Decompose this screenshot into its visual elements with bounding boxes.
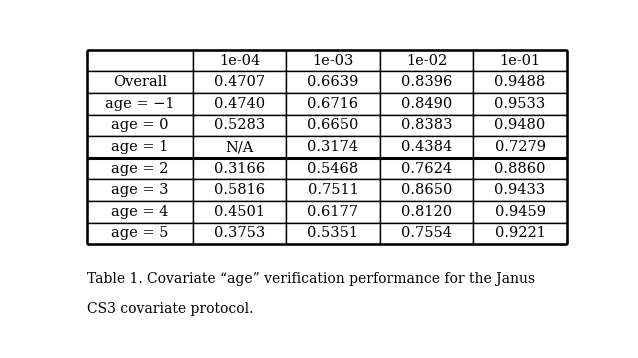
Bar <box>193 72 286 93</box>
Text: age = 4: age = 4 <box>111 205 168 219</box>
Bar <box>87 158 193 179</box>
Bar <box>87 115 193 136</box>
Bar <box>473 223 567 244</box>
Bar <box>473 179 567 201</box>
Bar <box>87 93 193 115</box>
Bar <box>380 115 473 136</box>
Bar <box>380 201 473 223</box>
Bar <box>286 158 380 179</box>
Text: age = 0: age = 0 <box>111 118 168 132</box>
Text: Overall: Overall <box>113 75 167 89</box>
Bar <box>380 158 473 179</box>
Text: 0.7279: 0.7279 <box>494 140 545 154</box>
Bar <box>473 93 567 115</box>
Bar <box>193 136 286 158</box>
Bar <box>87 223 193 244</box>
Bar <box>87 179 193 201</box>
Text: 0.9533: 0.9533 <box>494 97 545 111</box>
Bar <box>380 72 473 93</box>
Text: 1e-04: 1e-04 <box>219 54 260 68</box>
Bar <box>193 179 286 201</box>
Text: 0.4740: 0.4740 <box>214 97 265 111</box>
Bar <box>87 50 193 72</box>
Text: 0.5283: 0.5283 <box>214 118 265 132</box>
Bar <box>286 179 380 201</box>
Bar <box>286 72 380 93</box>
Bar <box>473 50 567 72</box>
Text: age = 3: age = 3 <box>111 183 168 197</box>
Bar <box>193 93 286 115</box>
Bar <box>286 115 380 136</box>
Text: 0.6650: 0.6650 <box>308 118 359 132</box>
Bar <box>473 136 567 158</box>
Text: 0.5351: 0.5351 <box>308 226 359 240</box>
Text: age = 1: age = 1 <box>111 140 168 154</box>
Text: 0.6639: 0.6639 <box>308 75 359 89</box>
Text: 0.3174: 0.3174 <box>308 140 359 154</box>
Text: 0.4384: 0.4384 <box>401 140 452 154</box>
Text: age = 5: age = 5 <box>111 226 168 240</box>
Bar <box>473 115 567 136</box>
Text: 0.8383: 0.8383 <box>401 118 452 132</box>
Text: 0.6177: 0.6177 <box>308 205 359 219</box>
Text: 0.7554: 0.7554 <box>401 226 452 240</box>
Bar <box>193 223 286 244</box>
Bar <box>473 158 567 179</box>
Bar <box>193 115 286 136</box>
Bar <box>473 72 567 93</box>
Bar <box>87 201 193 223</box>
Text: 0.6716: 0.6716 <box>308 97 359 111</box>
Bar <box>286 93 380 115</box>
Text: 0.8396: 0.8396 <box>401 75 452 89</box>
Bar <box>87 72 193 93</box>
Bar <box>286 201 380 223</box>
Bar <box>473 201 567 223</box>
Text: N/A: N/A <box>225 140 254 154</box>
Bar <box>380 223 473 244</box>
Bar <box>193 158 286 179</box>
Bar <box>380 179 473 201</box>
Text: 0.9488: 0.9488 <box>494 75 545 89</box>
Text: Table 1. Covariate “age” verification performance for the Janus: Table 1. Covariate “age” verification pe… <box>87 272 535 286</box>
Text: 0.8120: 0.8120 <box>401 205 452 219</box>
Text: age = −1: age = −1 <box>105 97 175 111</box>
Text: 0.9459: 0.9459 <box>494 205 545 219</box>
Bar <box>193 50 286 72</box>
Text: 0.9221: 0.9221 <box>494 226 545 240</box>
Text: 1e-01: 1e-01 <box>500 54 540 68</box>
Bar <box>286 223 380 244</box>
Text: 0.9433: 0.9433 <box>494 183 545 197</box>
Text: 0.7511: 0.7511 <box>308 183 359 197</box>
Bar <box>380 93 473 115</box>
Bar <box>286 50 380 72</box>
Text: 0.4501: 0.4501 <box>214 205 265 219</box>
Text: CS3 covariate protocol.: CS3 covariate protocol. <box>87 302 253 316</box>
Text: 0.8490: 0.8490 <box>401 97 452 111</box>
Text: 0.5468: 0.5468 <box>308 161 359 176</box>
Text: 1e-02: 1e-02 <box>406 54 447 68</box>
Text: age = 2: age = 2 <box>111 161 168 176</box>
Text: 0.8650: 0.8650 <box>401 183 452 197</box>
Text: 0.7624: 0.7624 <box>401 161 452 176</box>
Bar <box>87 136 193 158</box>
Bar <box>193 201 286 223</box>
Bar <box>380 136 473 158</box>
Text: 0.3753: 0.3753 <box>214 226 265 240</box>
Bar <box>286 136 380 158</box>
Bar <box>380 50 473 72</box>
Text: 0.3166: 0.3166 <box>214 161 265 176</box>
Text: 0.8860: 0.8860 <box>494 161 545 176</box>
Text: 0.4707: 0.4707 <box>214 75 265 89</box>
Text: 0.5816: 0.5816 <box>214 183 265 197</box>
Text: 0.9480: 0.9480 <box>494 118 545 132</box>
Text: 1e-03: 1e-03 <box>312 54 353 68</box>
